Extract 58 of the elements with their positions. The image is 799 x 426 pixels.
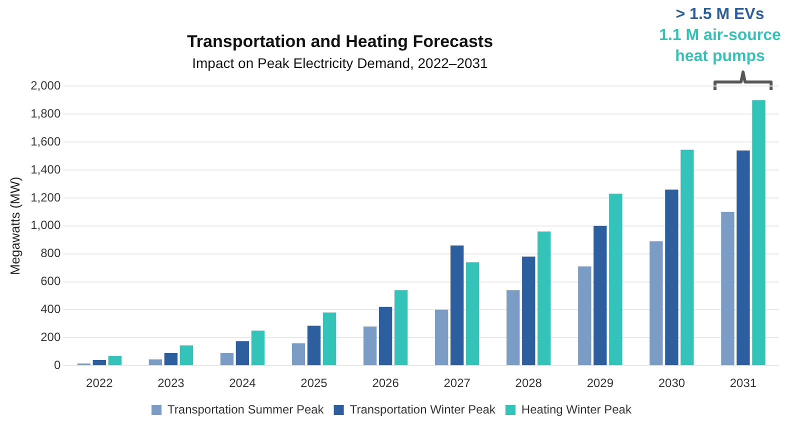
x-tick-label: 2023 (158, 376, 185, 390)
bar (721, 212, 734, 366)
y-tick-label: 1,800 (30, 106, 61, 120)
x-tick-label: 2026 (372, 376, 400, 390)
y-tick-label: 600 (40, 274, 61, 288)
chart-title: Transportation and Heating Forecasts (186, 32, 494, 52)
bar (680, 150, 694, 366)
legend-label: Heating Winter Peak (521, 402, 632, 416)
bar (466, 262, 480, 366)
bar (506, 290, 520, 366)
text: 1.1 M air-source heat pumps (658, 26, 782, 67)
bar (650, 241, 663, 366)
bar (164, 353, 178, 366)
bar (180, 345, 194, 366)
bar (538, 231, 551, 366)
bar (148, 359, 162, 366)
y-tick-label: 1,000 (30, 218, 61, 232)
bar (251, 330, 265, 366)
x-tick-label: 2025 (300, 376, 328, 390)
bar (322, 312, 336, 366)
x-tick-label: 2028 (515, 376, 542, 390)
bar (594, 226, 607, 366)
x-tick-label: 2030 (658, 376, 686, 390)
bar (292, 343, 306, 366)
bar (363, 326, 377, 366)
bar (609, 194, 622, 366)
y-tick-label: 1,400 (30, 162, 61, 176)
bar (394, 290, 408, 366)
y-tick-label: 2,000 (30, 78, 61, 93)
bar (578, 266, 592, 366)
y-axis-title: Megawatts (MW) (7, 176, 22, 276)
chart-subtitle: Impact on Peak Electricity Demand, 2022–2031 (191, 55, 489, 71)
bar (450, 245, 464, 366)
y-tick-label: 1,200 (30, 190, 61, 204)
y-tick-label: 400 (40, 302, 61, 316)
bar (220, 353, 234, 366)
y-tick-label: 0 (54, 358, 61, 372)
bar (736, 150, 750, 366)
bar (378, 306, 392, 366)
x-tick-label: 2024 (229, 376, 256, 390)
bar (752, 100, 766, 366)
bar (236, 341, 250, 366)
bar (108, 356, 122, 366)
bar (307, 326, 321, 366)
bar (522, 256, 536, 366)
bar (92, 360, 106, 366)
x-tick-label: 2029 (586, 376, 614, 390)
bar (665, 190, 678, 366)
x-tick-label: 2027 (444, 376, 471, 390)
text: > 1.5 M EVs (674, 5, 766, 25)
legend-label: Transportation Summer Peak (168, 402, 325, 416)
legend-label: Transportation Winter Peak (350, 402, 496, 416)
y-tick-label: 1,600 (30, 134, 61, 148)
bar (434, 310, 448, 366)
x-tick-label: 2022 (86, 376, 114, 390)
y-tick-label: 800 (40, 246, 61, 260)
x-tick-label: 2031 (730, 376, 757, 390)
y-tick-label: 200 (40, 330, 61, 344)
